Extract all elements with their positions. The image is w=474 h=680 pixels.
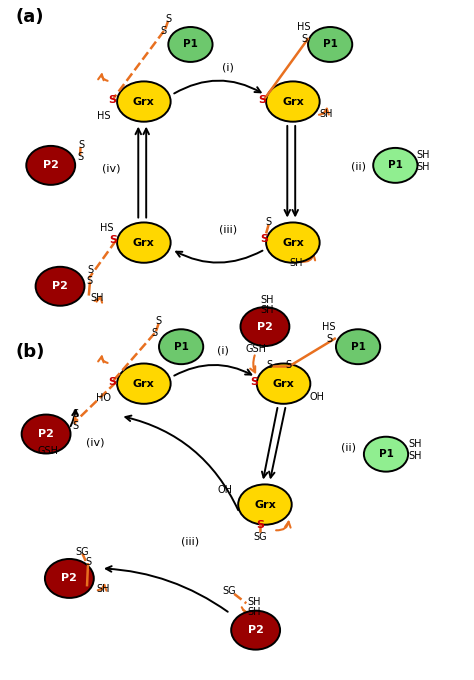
Text: SH: SH [417,162,430,172]
Text: S: S [285,360,292,370]
Ellipse shape [36,267,84,306]
Text: SH: SH [417,150,430,160]
Ellipse shape [336,329,380,364]
Ellipse shape [117,222,171,262]
Text: S: S [108,377,116,387]
Text: Grx: Grx [282,97,304,107]
Text: GSH: GSH [38,446,59,456]
Ellipse shape [231,611,280,649]
Ellipse shape [373,148,418,183]
Text: S: S [108,95,116,105]
Text: S: S [151,328,157,338]
Text: Grx: Grx [133,97,155,107]
Ellipse shape [308,27,352,62]
Text: (i): (i) [217,345,229,355]
Text: S: S [109,235,117,245]
Text: (iv): (iv) [86,437,104,447]
Text: HO: HO [96,394,111,403]
Text: S: S [258,95,266,105]
Text: S: S [73,421,79,431]
Text: HS: HS [322,322,336,332]
Text: P1: P1 [351,342,365,352]
Text: SH: SH [247,607,261,617]
Ellipse shape [159,329,203,364]
Text: S: S [85,558,91,567]
Ellipse shape [168,27,212,62]
Text: S: S [266,360,273,370]
Text: P2: P2 [52,282,68,291]
Text: S: S [165,14,171,24]
Text: SH: SH [408,451,422,460]
Text: (i): (i) [222,63,234,73]
Text: OH: OH [310,392,325,402]
Text: SG: SG [75,547,89,556]
Text: S: S [73,409,79,419]
Ellipse shape [22,415,71,454]
Text: P1: P1 [388,160,403,171]
Text: SH: SH [408,439,422,449]
Text: OH: OH [218,485,232,495]
Text: SH: SH [247,597,261,607]
Text: S: S [87,276,93,286]
Text: S: S [155,316,162,326]
Text: (iv): (iv) [102,164,120,173]
Text: S: S [260,234,268,244]
Ellipse shape [26,146,75,185]
Text: Grx: Grx [282,237,304,248]
Text: Grx: Grx [133,379,155,389]
Text: P1: P1 [183,39,198,50]
Ellipse shape [117,82,171,122]
Text: P2: P2 [38,429,54,439]
Text: SH: SH [289,258,302,268]
Text: Grx: Grx [133,237,155,248]
Ellipse shape [364,437,408,472]
Ellipse shape [45,559,94,598]
Text: Grx: Grx [273,379,294,389]
Text: S: S [265,218,272,227]
Text: P2: P2 [62,573,77,583]
Text: Grx: Grx [254,500,276,509]
Text: P2: P2 [248,625,264,635]
Text: (b): (b) [16,343,45,361]
Text: SH: SH [260,294,273,305]
Text: (ii): (ii) [351,162,365,172]
Text: S: S [250,377,258,387]
Text: SH: SH [96,584,109,594]
Text: (iii): (iii) [219,224,237,234]
Text: S: S [77,152,83,163]
Text: HS: HS [97,112,110,121]
Text: P2: P2 [43,160,59,171]
Text: S: S [301,34,307,44]
Text: P1: P1 [173,342,189,352]
Ellipse shape [238,484,292,525]
Text: SH: SH [260,305,273,316]
Text: GSH: GSH [245,343,266,354]
Text: HS: HS [100,223,113,233]
Text: S: S [88,265,94,275]
Ellipse shape [117,364,171,404]
Text: S: S [160,26,166,36]
Text: SG: SG [223,586,237,596]
Text: P1: P1 [323,39,337,50]
Text: S: S [256,520,264,530]
Ellipse shape [257,364,310,404]
Text: P2: P2 [257,322,273,332]
Text: SH: SH [319,109,333,118]
Text: (ii): (ii) [341,443,356,452]
Text: S: S [78,140,84,150]
Ellipse shape [266,82,319,122]
Text: S: S [326,334,332,343]
Text: (iii): (iii) [182,537,200,547]
Text: SH: SH [91,293,104,303]
Text: HS: HS [297,22,311,32]
Ellipse shape [240,307,290,346]
Ellipse shape [266,222,319,262]
Text: SG: SG [254,532,267,542]
Text: P1: P1 [379,449,393,459]
Text: (a): (a) [16,7,44,26]
